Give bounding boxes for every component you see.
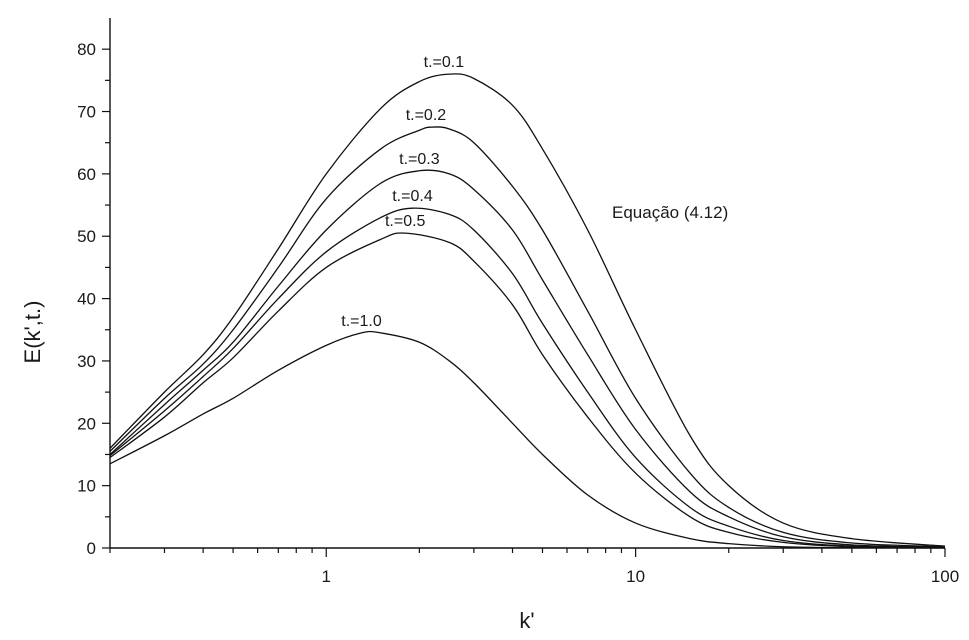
- series-label-5: t.=1.0: [341, 313, 382, 330]
- series-label-0: t.=0.1: [424, 54, 465, 71]
- series-curve-4: [109, 232, 946, 549]
- series-curve-1: [109, 126, 946, 548]
- y-tick-label: 70: [77, 103, 96, 122]
- y-tick-label: 40: [77, 290, 96, 309]
- x-tick-label: 10: [626, 567, 645, 586]
- labels: t.=0.1 t.=0.2 t.=0.3 t.=0.4 t.=0.5 t.=1.0: [341, 54, 464, 330]
- x-axis-label: k': [519, 608, 534, 633]
- y-tick-label: 10: [77, 477, 96, 496]
- series-curve-2: [109, 169, 946, 549]
- y-tick-label: 0: [87, 539, 96, 558]
- x-tick-label: 1: [322, 567, 331, 586]
- ticks: 0 10 20 30 40 50 60 70 80 1 10 100: [77, 40, 959, 586]
- y-axis-label: E(k',t.): [20, 301, 45, 364]
- y-tick-label: 60: [77, 165, 96, 184]
- axes: [109, 18, 945, 549]
- series-label-2: t.=0.3: [399, 151, 440, 168]
- curves: [109, 73, 946, 549]
- series-curve-0: [109, 73, 946, 547]
- y-tick-label: 20: [77, 414, 96, 433]
- y-tick-label: 80: [77, 40, 96, 59]
- equation-annotation: Equação (4.12): [612, 203, 728, 222]
- series-label-4: t.=0.5: [385, 213, 426, 230]
- y-tick-label: 30: [77, 352, 96, 371]
- y-tick-label: 50: [77, 227, 96, 246]
- series-curve-3: [109, 207, 946, 549]
- series-label-1: t.=0.2: [406, 107, 447, 124]
- series-label-3: t.=0.4: [392, 188, 433, 205]
- x-tick-label: 100: [931, 567, 959, 586]
- series-curve-5: [109, 330, 946, 549]
